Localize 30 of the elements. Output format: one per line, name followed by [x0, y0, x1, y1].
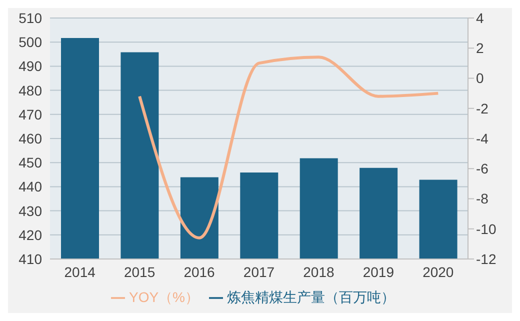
y2-tick-label: -8	[476, 190, 489, 207]
y-tick-label: 420	[18, 226, 42, 243]
y-tick-label: 470	[18, 106, 42, 122]
y2-tick-label: 4	[476, 10, 484, 26]
y-tick-label: 500	[18, 34, 42, 50]
x-tick-label: 2017	[243, 264, 275, 280]
y-tick-label: 490	[18, 58, 42, 74]
y2-tick-label: 2	[476, 40, 484, 56]
y-tick-label: 510	[18, 10, 42, 26]
y-tick-label: 450	[18, 154, 42, 171]
y2-tick-label: -2	[476, 100, 489, 116]
legend-label: YOY（%）	[128, 289, 199, 305]
x-tick-label: 2019	[362, 264, 394, 280]
x-tick-label: 2016	[184, 264, 216, 280]
y-tick-label: 430	[18, 202, 42, 219]
line-series	[138, 56, 440, 240]
x-tick-label: 2014	[64, 264, 96, 280]
y2-tick-label: -6	[476, 160, 489, 177]
x-tick-label: 2018	[303, 264, 334, 280]
x-tick-label: 2015	[124, 264, 156, 280]
x-tick-label: 2020	[422, 264, 454, 280]
y-tick-label: 410	[18, 250, 42, 267]
y-tick-label: 460	[18, 130, 42, 146]
legend-label: 炼焦精煤生产量（百万吨）	[227, 289, 395, 305]
y2-tick-label: 0	[476, 70, 484, 86]
y2-tick-label: -12	[476, 250, 496, 267]
y2-tick-label: -4	[476, 130, 489, 146]
y-tick-label: 480	[18, 82, 42, 98]
y-tick-label: 440	[18, 178, 42, 195]
y2-tick-label: -10	[476, 220, 496, 237]
